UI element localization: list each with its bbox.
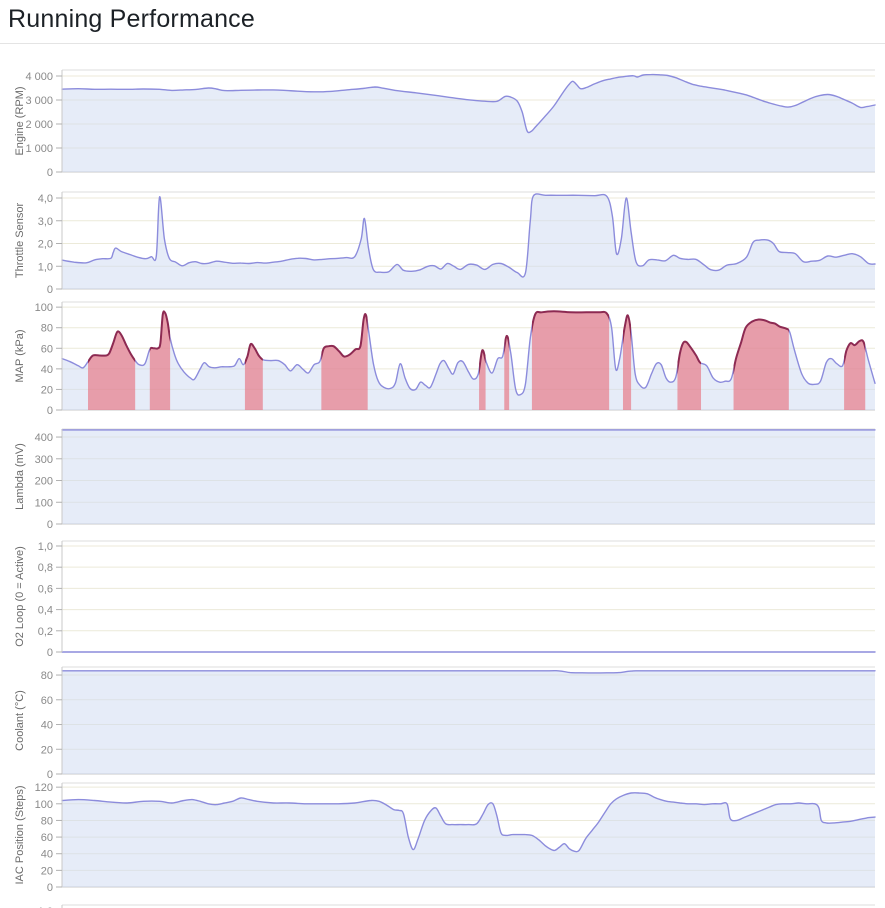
- series-line: [61, 193, 876, 278]
- tick-label: 60: [41, 343, 53, 355]
- tick-label: 80: [41, 670, 53, 682]
- chart-plot-map-kpa: 0 20 40 60 80 100 MAP (kPa): [14, 301, 876, 417]
- tick-label: 1,0: [38, 906, 53, 908]
- tick-label: 40: [41, 720, 53, 732]
- page-header: Running Performance: [0, 0, 885, 44]
- tick-label: 0: [47, 647, 53, 659]
- tick-label: 4 000: [25, 71, 53, 83]
- tick-label: 3,0: [38, 216, 53, 228]
- tick-label: 100: [35, 497, 53, 509]
- chart-throttle-sensor: 0 1,0 2,0 3,0 4,0 Throttle Sensor: [0, 182, 885, 297]
- tick-label: 100: [35, 302, 53, 314]
- tick-label: 1,0: [38, 541, 53, 553]
- tick-label: 20: [41, 865, 53, 877]
- tick-label: 0,4: [38, 605, 53, 617]
- y-axis-title: Lambda (mV): [14, 443, 26, 510]
- series-line: [61, 669, 876, 674]
- y-axis-title: MAP (kPa): [14, 330, 26, 383]
- chart-o2-loop: 0 0,2 0,4 0,6 0,8 1,0 O2 Loop (0 = Active): [0, 538, 885, 662]
- tick-label: 60: [41, 695, 53, 707]
- tick-label: 2,0: [38, 239, 53, 251]
- y-axis-title: Throttle Sensor: [14, 203, 26, 279]
- chart-lambda-mv: 0 100 200 300 400 Lambda (mV): [0, 422, 885, 538]
- chart-plot-throttle-sensor: 0 1,0 2,0 3,0 4,0 Throttle Sensor: [14, 191, 876, 296]
- tick-label: 80: [41, 815, 53, 827]
- y-axis-title: Coolant (°C): [14, 690, 26, 751]
- tick-label: 2 000: [25, 119, 53, 131]
- tick-label: 100: [35, 799, 53, 811]
- series-area: [62, 193, 875, 289]
- tick-label: 1 000: [25, 143, 53, 155]
- tick-label: 0,2: [38, 626, 53, 638]
- tick-label: 0: [47, 284, 53, 296]
- tick-label: 300: [35, 454, 53, 466]
- page-title: Running Performance: [8, 5, 255, 33]
- tick-label: 1,0: [38, 261, 53, 273]
- tick-label: 0: [47, 519, 53, 531]
- series-line: [61, 73, 876, 134]
- y-axis-title: Engine (RPM): [14, 86, 26, 155]
- series-area: [62, 74, 875, 172]
- chart-engine-rpm: 0 1 000 2 000 3 000 4 000 Engine (RPM): [0, 57, 885, 182]
- tick-label: 0,8: [38, 562, 53, 574]
- series-area: [62, 792, 875, 887]
- chart-next-chart-partial: 1,0: [0, 898, 885, 908]
- tick-label: 400: [35, 432, 53, 444]
- chart-plot-coolant-c: 0 20 40 60 80 Coolant (°C): [14, 666, 876, 780]
- tick-label: 120: [35, 782, 53, 794]
- series-area: [62, 429, 875, 524]
- chart-plot-o2-loop: 0 0,2 0,4 0,6 0,8 1,0 O2 Loop (0 = Active): [14, 540, 876, 659]
- chart-plot-engine-rpm: 0 1 000 2 000 3 000 4 000 Engine (RPM): [14, 69, 876, 179]
- chart-plot-iac-position: 0 20 40 60 80 100 120 IAC Position (Steps): [14, 782, 876, 894]
- chart-iac-position: 0 20 40 60 80 100 120 IAC Position (Steps): [0, 780, 885, 898]
- tick-label: 3 000: [25, 95, 53, 107]
- chart-coolant-c: 0 20 40 60 80 Coolant (°C): [0, 662, 885, 780]
- chart-plot-next-chart-partial: 1,0: [38, 904, 875, 908]
- tick-label: 80: [41, 323, 53, 335]
- series-area: [62, 670, 875, 774]
- chart-plot-lambda-mv: 0 100 200 300 400 Lambda (mV): [14, 428, 876, 531]
- tick-label: 40: [41, 849, 53, 861]
- tick-label: 0: [47, 769, 53, 780]
- y-axis-title: O2 Loop (0 = Active): [14, 546, 26, 647]
- tick-label: 40: [41, 364, 53, 376]
- chart-map-kpa: 0 20 40 60 80 100 MAP (kPa): [0, 297, 885, 422]
- tick-label: 20: [41, 384, 53, 396]
- tick-label: 0: [47, 167, 53, 179]
- tick-label: 0: [47, 882, 53, 894]
- tick-label: 0: [47, 405, 53, 417]
- tick-label: 60: [41, 832, 53, 844]
- tick-label: 200: [35, 476, 53, 488]
- tick-label: 20: [41, 744, 53, 756]
- y-axis-title: IAC Position (Steps): [14, 785, 26, 884]
- series-line: [61, 792, 876, 853]
- series-area: [62, 311, 875, 410]
- tick-label: 4,0: [38, 193, 53, 205]
- tick-label: 0,6: [38, 583, 53, 595]
- charts-stack: 0 1 000 2 000 3 000 4 000 Engine (RPM) 0 1,0 2,0…: [0, 44, 885, 908]
